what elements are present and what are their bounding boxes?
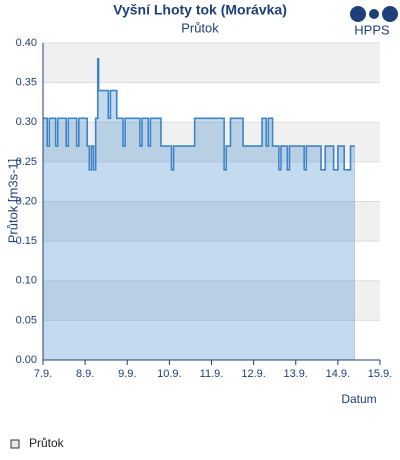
y-tick-label: 0.15 xyxy=(16,235,37,247)
logo: HPPS xyxy=(350,6,398,37)
grid-band xyxy=(43,280,380,321)
y-tick-label: 0.00 xyxy=(16,354,37,366)
logo-text: HPPS xyxy=(354,22,390,37)
y-tick-label: 0.20 xyxy=(16,195,37,207)
grid-band xyxy=(43,43,380,83)
y-tick-label: 0.25 xyxy=(16,156,37,168)
logo-dot xyxy=(369,9,379,19)
chart-subtitle: Průtok xyxy=(181,20,219,35)
x-axis-label: Datum xyxy=(341,392,376,406)
logo-dot xyxy=(382,6,398,22)
legend-label: Průtok xyxy=(29,436,65,450)
x-tick-label: 10.9. xyxy=(157,368,181,380)
logo-dot xyxy=(350,6,366,22)
grid-band xyxy=(43,122,380,162)
x-tick-label: 15.9. xyxy=(368,368,392,380)
x-tick-label: 14.9. xyxy=(326,368,350,380)
area xyxy=(42,58,355,361)
legend-swatch xyxy=(10,439,20,449)
y-axis-label: Průtok [m3s-1] xyxy=(5,159,20,244)
y-tick-label: 0.30 xyxy=(16,116,37,128)
y-tick-label: 0.40 xyxy=(16,37,37,49)
grid-band xyxy=(43,201,380,242)
y-tick-label: 0.35 xyxy=(16,77,37,89)
y-tick-label: 0.05 xyxy=(16,314,37,326)
x-tick-label: 9.9. xyxy=(118,368,136,380)
chart-title: Vyšní Lhoty tok (Morávka) xyxy=(113,2,287,18)
y-tick-label: 0.10 xyxy=(16,275,37,287)
x-tick-label: 11.9. xyxy=(200,368,224,380)
x-tick-label: 7.9. xyxy=(34,368,52,380)
line xyxy=(43,58,355,171)
x-tick-label: 12.9. xyxy=(241,368,265,380)
x-tick-label: 13.9. xyxy=(284,368,308,380)
x-tick-label: 8.9. xyxy=(76,368,94,380)
